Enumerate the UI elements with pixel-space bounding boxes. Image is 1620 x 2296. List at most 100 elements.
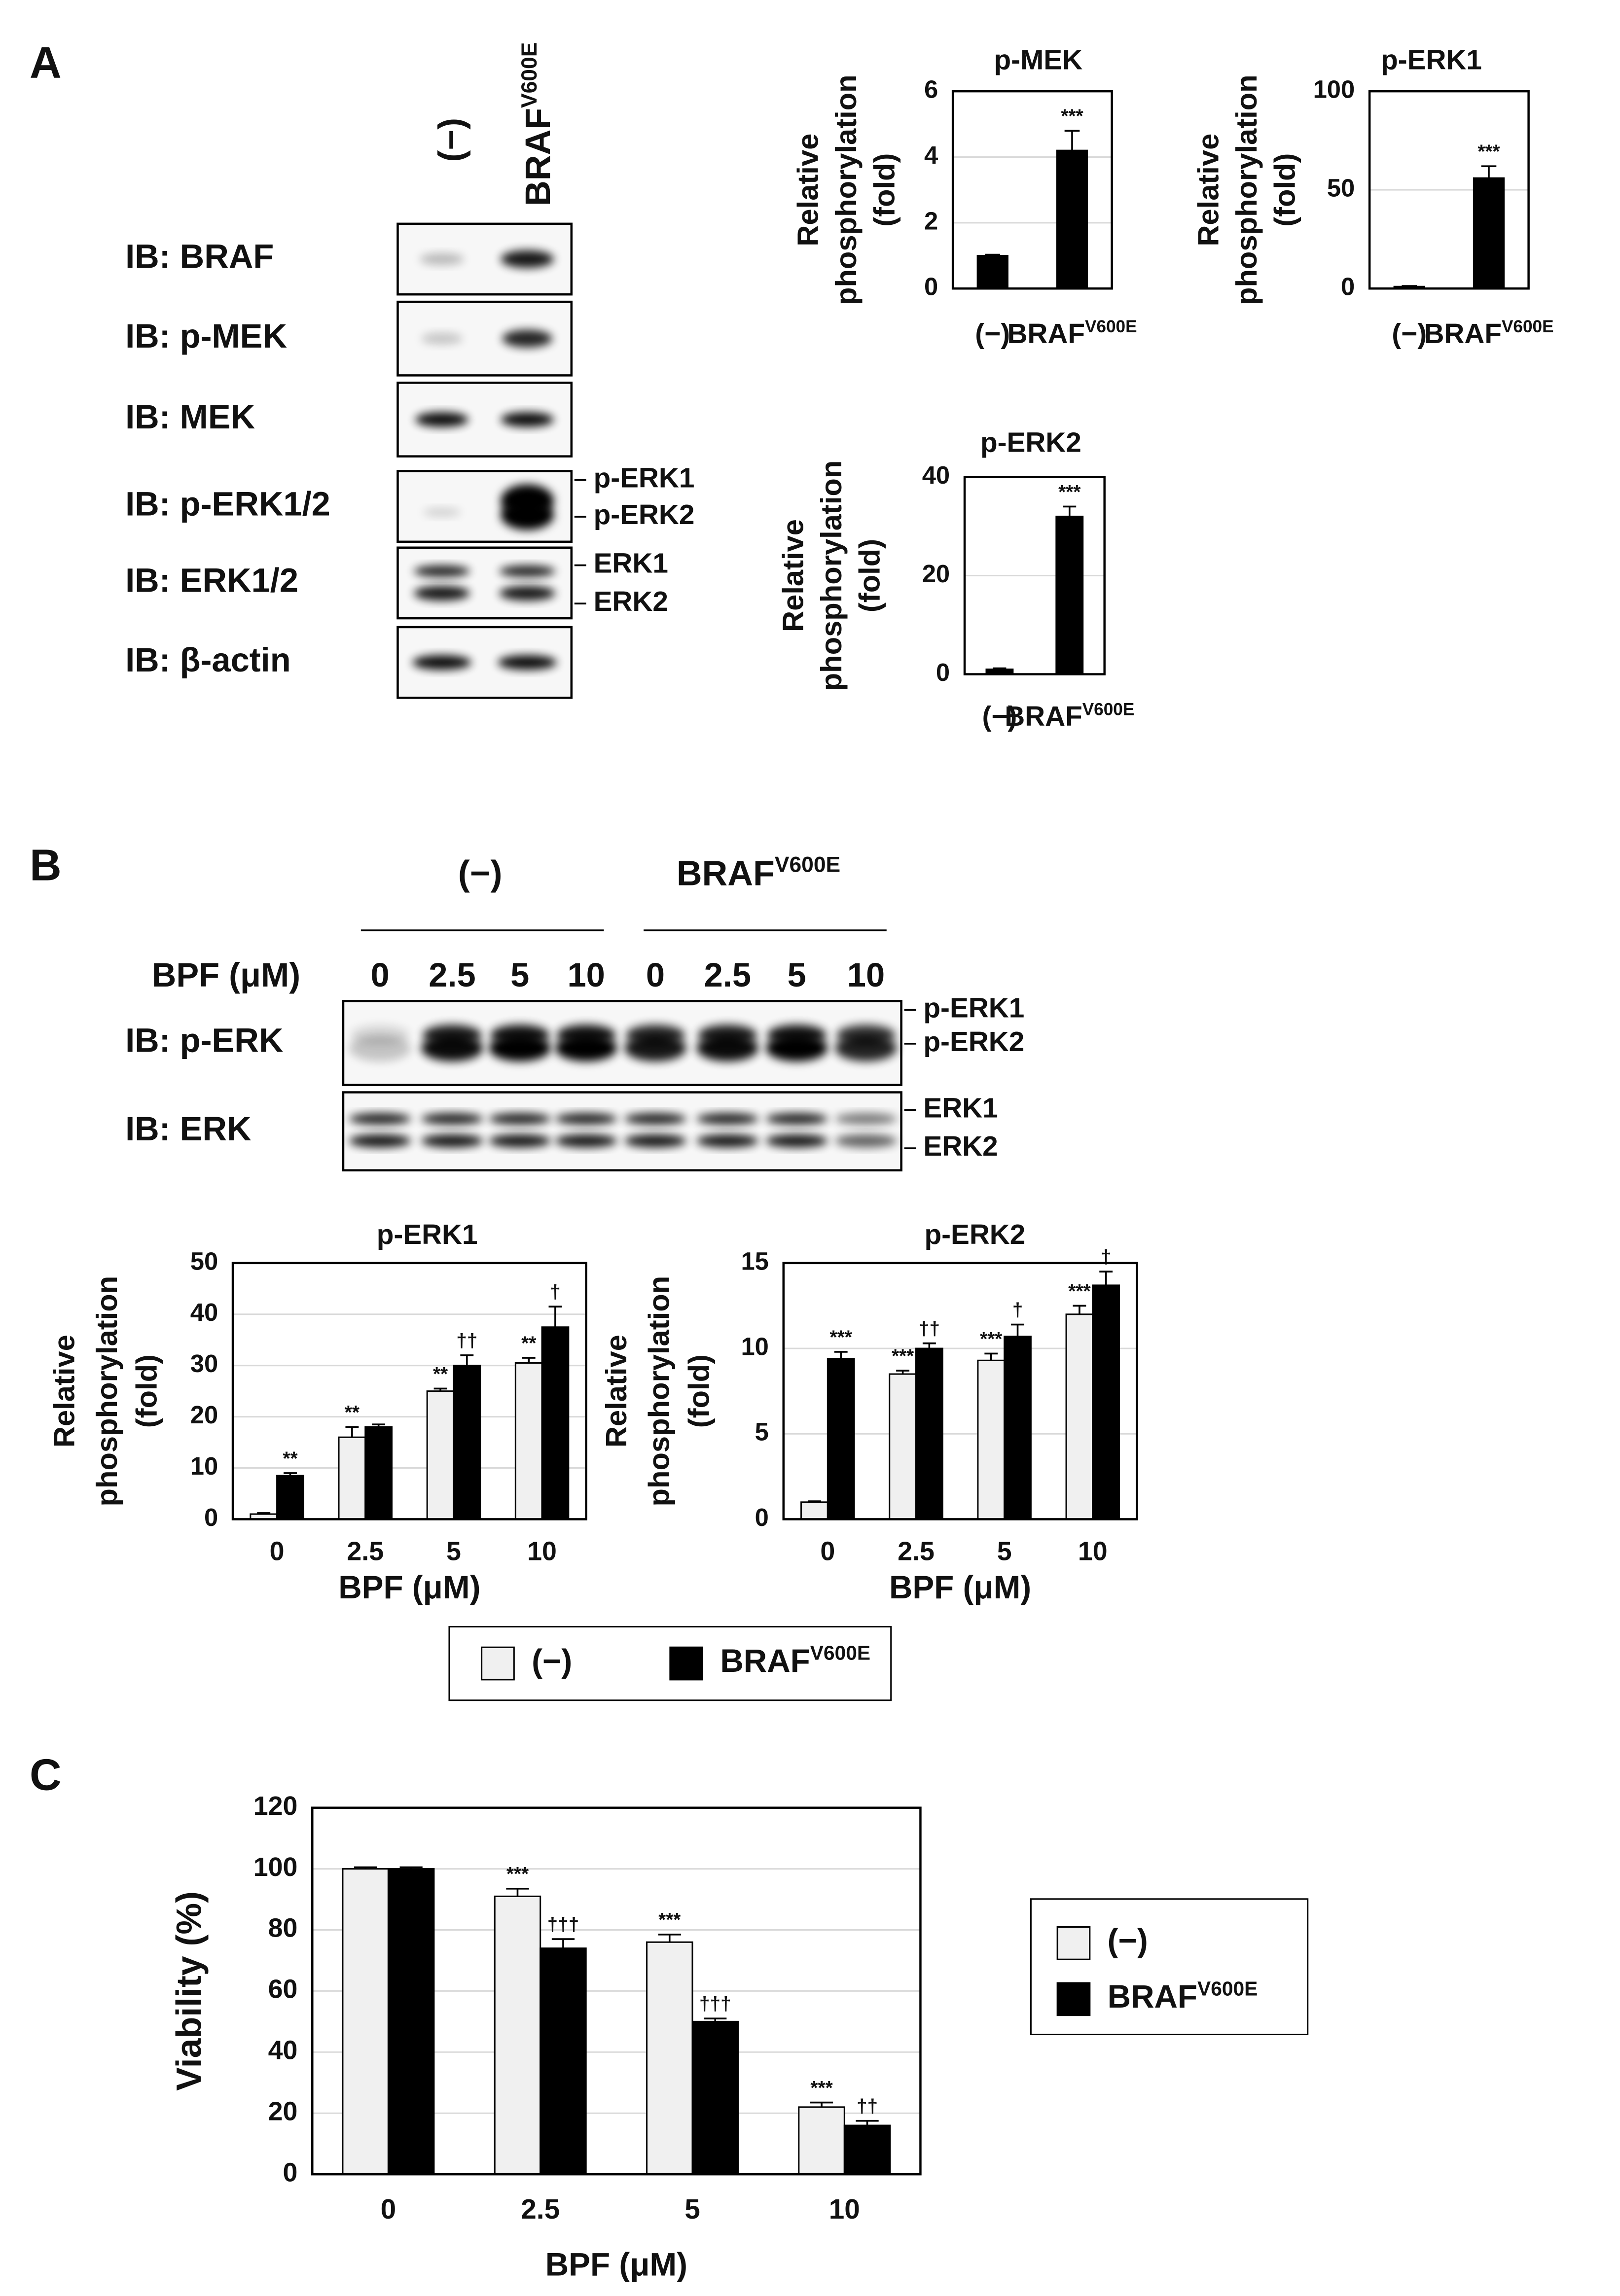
error-bar bbox=[704, 2017, 727, 2022]
x-axis-label: BPF (μM) bbox=[889, 1569, 1031, 1605]
bar bbox=[1065, 1313, 1094, 1520]
x-tick-label: 2.5 bbox=[347, 1536, 384, 1566]
blot-band bbox=[421, 1035, 483, 1061]
error-bar bbox=[1011, 1323, 1024, 1337]
plot-frame bbox=[782, 1262, 1138, 1520]
error-bar bbox=[522, 1357, 536, 1363]
blot-band bbox=[423, 508, 461, 517]
x-tick-label: 2.5 bbox=[521, 2194, 560, 2225]
y-tick-label: 40 bbox=[922, 461, 950, 489]
y-axis-label: Relative bbox=[1191, 134, 1224, 247]
legend-swatch bbox=[1056, 1926, 1091, 1960]
x-axis-label: BPF (μM) bbox=[338, 1569, 480, 1605]
bar bbox=[800, 1501, 828, 1520]
error-bar bbox=[433, 1387, 447, 1391]
blot-band bbox=[499, 586, 555, 601]
band-label: ERK2 bbox=[594, 586, 668, 617]
error-bar bbox=[354, 1866, 377, 1869]
blot-band bbox=[624, 1113, 686, 1125]
row-label: IB: p-MEK bbox=[125, 317, 287, 355]
x-tick-label: 10 bbox=[527, 1536, 557, 1566]
blot-band bbox=[765, 1035, 828, 1061]
annotation: †† bbox=[456, 1330, 477, 1351]
error-bar bbox=[922, 1342, 936, 1349]
error-bar bbox=[658, 1933, 681, 1943]
x-tick-label: 0 bbox=[381, 2194, 396, 2225]
chart-title: p-ERK2 bbox=[980, 427, 1081, 459]
blot-frame bbox=[396, 546, 573, 620]
y-tick-label: 120 bbox=[253, 1791, 298, 1821]
bar bbox=[514, 1362, 543, 1520]
x-axis-label: BPF (μM) bbox=[545, 2247, 687, 2283]
annotation: ** bbox=[345, 1402, 360, 1423]
legend-swatch bbox=[1056, 1982, 1091, 2016]
error-bar bbox=[460, 1354, 474, 1366]
bar bbox=[364, 1426, 393, 1520]
lane-label: 0 bbox=[371, 956, 390, 994]
lane-label: 5 bbox=[510, 956, 529, 994]
annotation: *** bbox=[658, 1909, 681, 1931]
bar bbox=[276, 1475, 304, 1520]
annotation: †† bbox=[857, 2096, 878, 2117]
error-bar bbox=[810, 2101, 833, 2107]
y-tick-label: 0 bbox=[936, 658, 950, 686]
y-axis-label: Viability (%) bbox=[169, 1891, 209, 2091]
x-tick-label: BRAFV600E bbox=[1424, 317, 1553, 350]
y-tick-label: 50 bbox=[1327, 174, 1355, 202]
chart-title: p-MEK bbox=[994, 44, 1083, 75]
blot-band bbox=[489, 1035, 551, 1061]
row-label: IB: β-actin bbox=[125, 641, 291, 679]
band-label: p-ERK2 bbox=[923, 1026, 1024, 1058]
plot-frame bbox=[963, 476, 1106, 675]
annotation: † bbox=[1012, 1300, 1023, 1321]
annotation: *** bbox=[980, 1329, 1003, 1350]
blot-band bbox=[765, 1113, 828, 1125]
error-bar bbox=[372, 1423, 386, 1427]
row-label: IB: ERK1/2 bbox=[125, 562, 298, 600]
blot-band bbox=[501, 500, 554, 530]
y-tick-label: 4 bbox=[924, 141, 938, 169]
error-bar bbox=[257, 1512, 271, 1515]
panel-label: B bbox=[30, 840, 62, 889]
bar bbox=[1004, 1336, 1032, 1520]
annotation: †† bbox=[919, 1318, 940, 1340]
y-axis-label: Relative bbox=[776, 519, 809, 632]
chart-title: p-ERK2 bbox=[924, 1219, 1025, 1250]
bar bbox=[889, 1373, 917, 1520]
error-bar bbox=[284, 1472, 297, 1476]
error-bar bbox=[1063, 505, 1077, 517]
x-tick-label: 5 bbox=[446, 1536, 461, 1566]
bar bbox=[541, 1326, 570, 1520]
group-label: (−) bbox=[458, 854, 503, 893]
annotation: ††† bbox=[547, 1914, 579, 1935]
blot-band bbox=[349, 1134, 411, 1148]
error-bar bbox=[548, 1306, 562, 1327]
x-tick-label: 5 bbox=[997, 1536, 1012, 1566]
bar bbox=[1056, 149, 1088, 289]
y-tick-label: 60 bbox=[268, 1975, 298, 2004]
annotation: ** bbox=[521, 1333, 537, 1354]
error-bar bbox=[506, 1888, 529, 1897]
legend-label: BRAFV600E bbox=[1108, 1977, 1258, 2014]
y-tick-label: 2 bbox=[924, 207, 938, 235]
y-axis-label: (fold) bbox=[1268, 153, 1301, 227]
chart-title: p-ERK1 bbox=[1381, 44, 1482, 75]
bar bbox=[646, 1941, 693, 2175]
x-tick-label: BRAFV600E bbox=[1005, 700, 1134, 733]
lane-label: 10 bbox=[847, 956, 885, 994]
row-label: IB: p-ERK1/2 bbox=[125, 485, 330, 523]
blot-band bbox=[499, 565, 555, 577]
bar bbox=[976, 255, 1008, 289]
error-bar bbox=[896, 1370, 910, 1375]
blot-band bbox=[349, 1113, 411, 1125]
plot-frame bbox=[231, 1262, 587, 1520]
bar bbox=[453, 1365, 481, 1520]
x-tick-label: 0 bbox=[270, 1536, 285, 1566]
blot-band bbox=[624, 1035, 686, 1061]
error-bar bbox=[399, 1866, 423, 1869]
lane-label: BRAFV600E bbox=[517, 42, 558, 206]
bar bbox=[342, 1868, 389, 2175]
y-tick-label: 30 bbox=[190, 1349, 218, 1378]
y-axis-label: phosphorylation bbox=[1230, 74, 1263, 305]
blot-band bbox=[696, 1035, 758, 1061]
